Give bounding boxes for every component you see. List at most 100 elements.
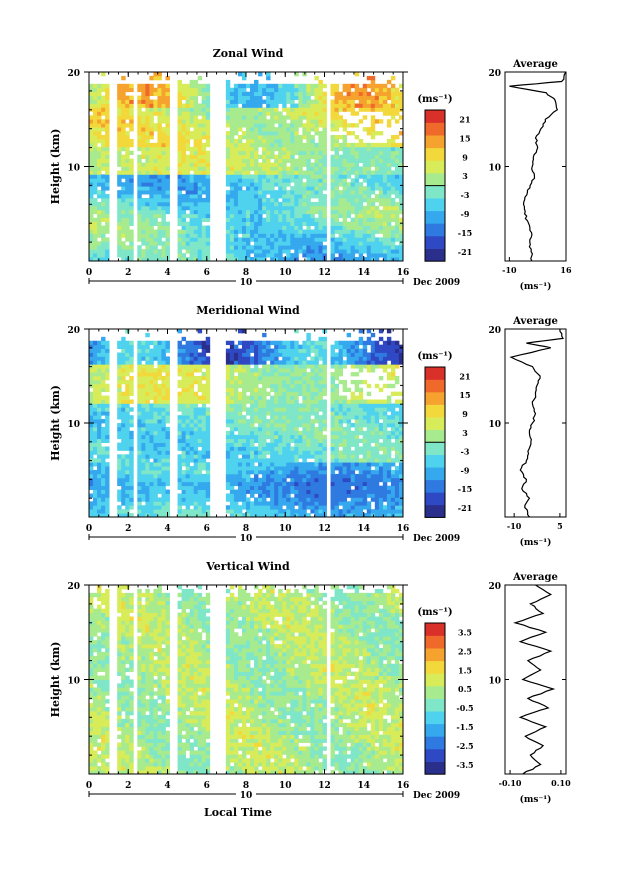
heatmap-cell: [241, 253, 247, 258]
heatmap-cell: [129, 217, 134, 223]
heatmap-cell: [165, 360, 170, 365]
heatmap-cell: [241, 107, 247, 112]
heatmap-cell: [105, 493, 110, 498]
heatmap-cell: [237, 182, 243, 187]
heatmap-cell: [93, 83, 98, 89]
heatmap-cell: [157, 257, 162, 262]
heatmap-cell: [342, 123, 348, 128]
heatmap-cell: [149, 395, 154, 400]
heatmap-cell: [266, 462, 271, 467]
heatmap-cell: [294, 426, 299, 432]
heatmap-cell: [278, 150, 283, 156]
heatmap-cell: [189, 509, 195, 514]
heatmap-cell: [394, 154, 400, 160]
heatmap-cell: [398, 83, 404, 89]
heatmap-cell: [161, 158, 166, 163]
heatmap-cell: [278, 477, 283, 483]
heatmap-cell: [374, 170, 380, 175]
heatmap-cell: [306, 229, 311, 234]
heatmap-cell: [125, 111, 130, 116]
heatmap-cell: [93, 91, 98, 97]
heatmap-cell: [145, 87, 150, 93]
heatmap-cell: [270, 493, 275, 498]
heatmap-cell: [181, 477, 187, 483]
heatmap-cell: [258, 233, 263, 238]
heatmap-cell: [189, 205, 195, 211]
heatmap-cell: [266, 178, 271, 183]
heatmap-cell: [274, 142, 279, 148]
heatmap-cell: [225, 423, 231, 428]
heatmap-cell: [306, 186, 311, 191]
heatmap-cell: [266, 493, 271, 498]
heatmap-cell: [197, 426, 203, 432]
heatmap-cell: [165, 462, 170, 467]
heatmap-cell: [137, 407, 142, 412]
heatmap-cell: [225, 111, 231, 116]
heatmap-cell: [145, 403, 150, 408]
heatmap-cell: [386, 95, 392, 100]
heatmap-cell: [354, 162, 360, 167]
heatmap-cell: [282, 470, 287, 475]
heatmap-cell: [306, 142, 311, 148]
heatmap-cell: [201, 103, 207, 108]
heatmap-cell: [237, 99, 243, 104]
heatmap-cell: [129, 119, 134, 124]
heatmap-cell: [197, 182, 203, 187]
heatmap-cell: [258, 170, 263, 175]
heatmap-cell: [246, 411, 251, 416]
heatmap-cell: [153, 379, 158, 385]
heatmap-cell: [374, 205, 380, 211]
heatmap-cell: [270, 107, 275, 112]
heatmap-cell: [129, 229, 134, 234]
heatmap-cell: [177, 237, 182, 242]
heatmap-cell: [338, 123, 344, 128]
heatmap-cell: [229, 481, 235, 487]
heatmap-cell: [246, 399, 251, 404]
heatmap-cell: [270, 213, 275, 219]
heatmap-cell: [121, 107, 126, 112]
heatmap-cell: [286, 391, 291, 396]
heatmap-cell: [366, 103, 372, 108]
heatmap-cell: [314, 150, 319, 156]
heatmap-cell: [97, 150, 102, 156]
heatmap-cell: [161, 368, 166, 373]
heatmap-cell: [205, 387, 211, 393]
heatmap-cell: [137, 399, 142, 404]
heatmap-cell: [201, 229, 207, 234]
heatmap-cell: [258, 411, 263, 416]
heatmap-cell: [298, 245, 303, 250]
heatmap-cell: [394, 158, 400, 163]
heatmap-cell: [193, 186, 199, 191]
heatmap-cell: [398, 186, 404, 191]
heatmap-cell: [193, 513, 199, 518]
heatmap-cell: [153, 426, 158, 432]
heatmap-cell: [177, 127, 182, 132]
heatmap-cell: [177, 190, 182, 195]
heatmap-cell: [137, 201, 142, 207]
heatmap-cell: [157, 399, 162, 404]
heatmap-cell: [246, 146, 251, 152]
heatmap-cell: [185, 174, 191, 179]
heatmap-cell: [189, 473, 195, 479]
heatmap-cell: [354, 217, 360, 223]
heatmap-cell: [266, 481, 271, 487]
heatmap-cell: [165, 470, 170, 475]
heatmap-cell: [117, 83, 122, 89]
heatmap-cell: [342, 229, 348, 234]
heatmap-cell: [145, 454, 150, 459]
heatmap-cell: [193, 107, 199, 112]
heatmap-cell: [185, 158, 191, 163]
heatmap-cell: [294, 372, 299, 377]
heatmap-cell: [105, 91, 110, 97]
heatmap-cell: [181, 462, 187, 467]
heatmap-cell: [302, 383, 307, 389]
heatmap-cell: [181, 146, 187, 152]
heatmap-cell: [262, 438, 267, 443]
heatmap-cell: [378, 162, 384, 167]
heatmap-cell: [89, 178, 94, 183]
heatmap-cell: [201, 360, 207, 365]
heatmap-cell: [302, 493, 307, 498]
heatmap-cell: [294, 411, 299, 416]
heatmap-cell: [125, 162, 130, 167]
heatmap-cell: [274, 249, 279, 254]
